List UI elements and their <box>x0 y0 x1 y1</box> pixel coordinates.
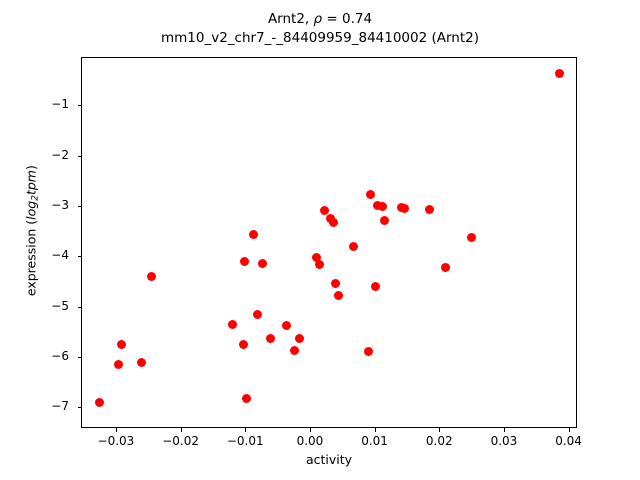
title-line-locus: mm10_v2_chr7_-_84409959_84410002 (Arnt2) <box>160 30 480 46</box>
data-point <box>349 241 359 251</box>
data-point <box>334 291 344 301</box>
data-point <box>113 359 123 369</box>
x-tick-mark <box>568 428 570 432</box>
data-point <box>248 229 258 239</box>
y-tick-label: −4 <box>51 248 69 263</box>
data-point <box>289 346 299 356</box>
y-tick-mark <box>77 407 81 409</box>
figure-title: Arnt2, ρ = 0.74 mm10_v2_chr7_-_84409959_… <box>0 10 640 48</box>
data-point <box>136 358 146 368</box>
data-point <box>94 398 104 408</box>
data-point <box>282 320 292 330</box>
data-point <box>314 259 324 269</box>
y-tick-label: −1 <box>51 97 69 112</box>
x-tick-mark <box>503 428 505 432</box>
data-point <box>555 69 565 79</box>
data-point <box>440 262 450 272</box>
title-gene-prefix: Arnt2, <box>267 11 314 27</box>
y-tick-label: −5 <box>51 298 69 313</box>
x-tick-label: 0.03 <box>490 434 518 448</box>
data-point <box>330 279 340 289</box>
x-axis-label: activity <box>305 452 353 467</box>
y-tick-mark <box>77 306 81 308</box>
x-tick-label: 0.04 <box>555 434 582 448</box>
y-tick-mark <box>77 155 81 157</box>
data-point <box>380 215 390 225</box>
title-line-primary: Arnt2, ρ = 0.74 <box>0 10 640 29</box>
y-tick-mark <box>77 357 81 359</box>
y-label-unit: tpm <box>23 170 39 196</box>
x-tick-label: 0.02 <box>425 434 453 448</box>
plot-axes-frame <box>81 57 577 428</box>
data-point <box>240 256 250 266</box>
x-tick-label: 0.00 <box>296 434 324 448</box>
x-tick-label: −0.01 <box>226 434 264 448</box>
plot-data-surface <box>82 58 576 427</box>
x-tick-mark <box>115 428 117 432</box>
y-tick-mark <box>77 206 81 207</box>
y-tick-mark <box>77 105 81 107</box>
y-tick-mark <box>77 256 81 258</box>
title-rho-value: = 0.74 <box>322 11 373 27</box>
data-point <box>371 281 381 291</box>
y-tick-label: −6 <box>51 349 69 364</box>
data-point <box>266 334 276 344</box>
y-label-subscript: 2 <box>30 195 41 201</box>
data-point <box>363 346 373 356</box>
x-tick-mark <box>309 428 311 432</box>
x-tick-mark <box>374 428 376 432</box>
data-point <box>116 340 126 350</box>
y-tick-label: −7 <box>51 399 69 414</box>
data-point <box>377 202 387 211</box>
y-label-prefix: expression ( <box>23 219 39 297</box>
y-label-log: log <box>23 200 39 220</box>
y-label-suffix: ) <box>23 165 39 171</box>
x-tick-label: −0.03 <box>97 434 135 448</box>
data-point <box>227 320 237 330</box>
x-tick-label: 0.01 <box>361 434 388 448</box>
x-tick-label: −0.02 <box>162 434 199 448</box>
data-point <box>257 259 267 269</box>
data-point <box>238 339 248 349</box>
data-point <box>400 203 410 213</box>
data-point <box>241 393 251 403</box>
data-point <box>294 334 304 344</box>
data-point <box>425 205 435 215</box>
x-tick-mark <box>245 428 247 432</box>
data-point <box>253 310 263 320</box>
data-point <box>467 232 477 242</box>
data-point <box>329 217 339 227</box>
data-point <box>146 271 156 281</box>
data-point <box>320 206 329 216</box>
title-rho-symbol: ρ <box>313 11 323 27</box>
y-tick-label: −3 <box>51 198 69 212</box>
y-axis-label: expression (log2tpm) <box>23 31 40 431</box>
data-point <box>373 201 383 211</box>
data-point <box>312 253 322 263</box>
data-point <box>365 189 375 199</box>
y-tick-label: −2 <box>51 147 69 162</box>
x-tick-mark <box>180 428 182 432</box>
x-tick-mark <box>439 428 441 432</box>
